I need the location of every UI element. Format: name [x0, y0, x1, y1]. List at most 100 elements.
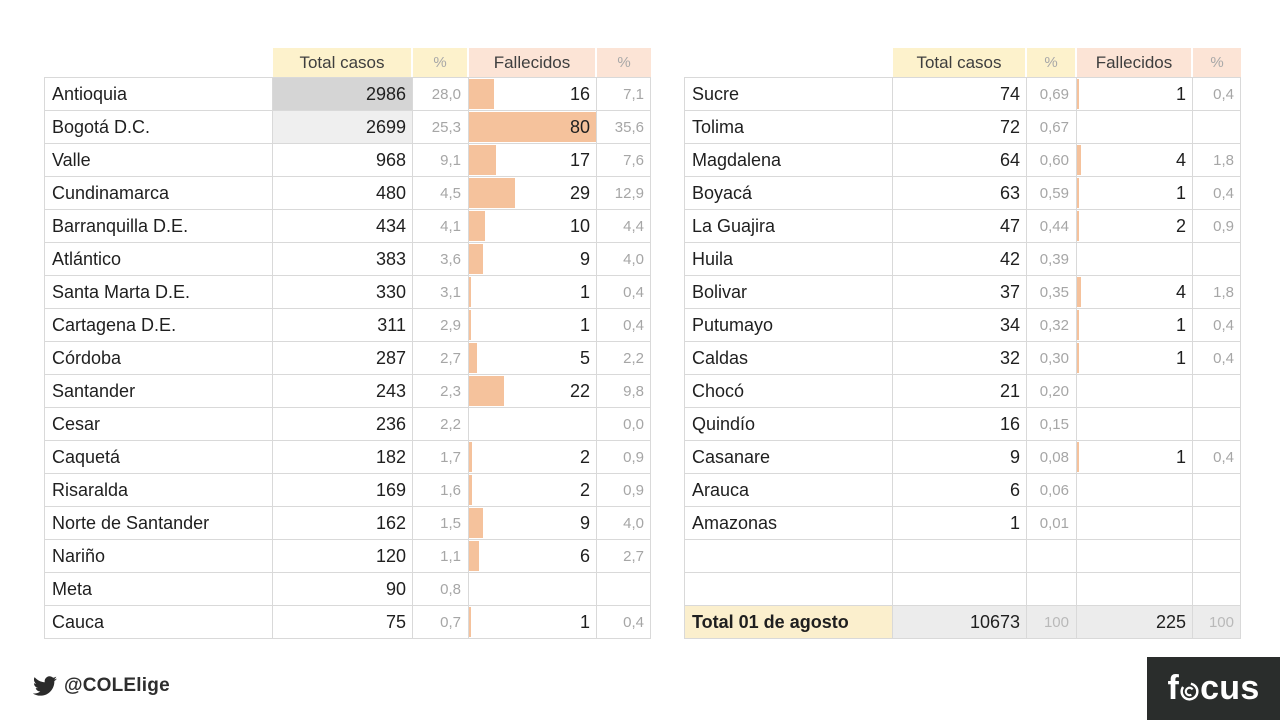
total-cases-header: Total casos [273, 48, 413, 77]
deaths-cell: 29 [469, 177, 597, 210]
deaths-cell [469, 408, 597, 441]
deaths-pct-header: % [597, 48, 651, 77]
deaths-cell [1077, 573, 1193, 606]
deaths-cell: 17 [469, 144, 597, 177]
total-pct-cell: 0,20 [1027, 375, 1077, 408]
table-row: Putumayo 34 0,32 1 0,4 [685, 309, 1241, 342]
department-name: Córdoba [45, 342, 273, 375]
deaths-pct-cell [1193, 507, 1241, 540]
department-name: La Guajira [685, 210, 893, 243]
department-name: Sucre [685, 78, 893, 111]
deaths-data-bar [469, 211, 485, 241]
total-cases-cell: 10673 [893, 606, 1027, 639]
total-pct-cell: 0,67 [1027, 111, 1077, 144]
corner-header-cell [45, 48, 273, 77]
total-cases-cell: 434 [273, 210, 413, 243]
total-pct-cell: 100 [1027, 606, 1077, 639]
total-cases-cell: 21 [893, 375, 1027, 408]
total-pct-cell: 1,5 [413, 507, 469, 540]
deaths-cell: 9 [469, 243, 597, 276]
total-pct-cell: 0,69 [1027, 78, 1077, 111]
total-pct-cell: 0,06 [1027, 474, 1077, 507]
deaths-cell: 10 [469, 210, 597, 243]
deaths-pct-cell [597, 573, 651, 606]
department-name: Bolivar [685, 276, 893, 309]
department-name: Chocó [685, 375, 893, 408]
deaths-data-bar [1077, 277, 1081, 307]
department-name: Putumayo [685, 309, 893, 342]
spiral-o-icon [1179, 675, 1200, 702]
deaths-pct-cell: 0,9 [597, 474, 651, 507]
deaths-cell [1077, 111, 1193, 144]
total-cases-cell: 182 [273, 441, 413, 474]
deaths-cell: 80 [469, 111, 597, 144]
deaths-pct-cell: 0,4 [1193, 342, 1241, 375]
total-pct-cell: 0,08 [1027, 441, 1077, 474]
deaths-data-bar [1077, 310, 1079, 340]
total-cases-cell: 6 [893, 474, 1027, 507]
department-name: Nariño [45, 540, 273, 573]
deaths-pct-cell: 1,8 [1193, 276, 1241, 309]
deaths-data-bar [469, 112, 596, 142]
deaths-data-bar [469, 343, 477, 373]
deaths-cell [1077, 375, 1193, 408]
deaths-cell: 1 [469, 606, 597, 639]
total-cases-cell: 16 [893, 408, 1027, 441]
deaths-pct-cell [1193, 243, 1241, 276]
focus-logo-text: f cus [1167, 669, 1259, 708]
department-name: Huila [685, 243, 893, 276]
deaths-pct-cell: 7,1 [597, 78, 651, 111]
twitter-icon [33, 674, 57, 698]
table-row [685, 573, 1241, 606]
table-body: Sucre 74 0,69 1 0,4 Tolima 72 0,67 Magda… [684, 77, 1241, 639]
deaths-cell [1077, 474, 1193, 507]
table-row: Santander 243 2,3 22 9,8 [45, 375, 651, 408]
deaths-pct-cell: 0,4 [1193, 177, 1241, 210]
total-pct-cell: 1,6 [413, 474, 469, 507]
deaths-pct-cell: 0,4 [597, 276, 651, 309]
department-name: Santander [45, 375, 273, 408]
total-cases-cell: 75 [273, 606, 413, 639]
total-pct-cell: 4,5 [413, 177, 469, 210]
deaths-pct-cell [1193, 573, 1241, 606]
table-row: Amazonas 1 0,01 [685, 507, 1241, 540]
department-name: Valle [45, 144, 273, 177]
deaths-data-bar [469, 508, 484, 538]
table-row: Cauca 75 0,7 1 0,4 [45, 606, 651, 639]
deaths-pct-header: % [1193, 48, 1241, 77]
table-row: Casanare 9 0,08 1 0,4 [685, 441, 1241, 474]
deaths-cell: 4 [1077, 144, 1193, 177]
total-cases-cell: 330 [273, 276, 413, 309]
department-name: Bogotá D.C. [45, 111, 273, 144]
total-cases-cell: 243 [273, 375, 413, 408]
deaths-data-bar [469, 442, 473, 472]
table-row: Quindío 16 0,15 [685, 408, 1241, 441]
deaths-data-bar [1077, 79, 1079, 109]
total-cases-cell: 2699 [273, 111, 413, 144]
deaths-pct-cell: 2,2 [597, 342, 651, 375]
deaths-pct-cell: 0,4 [597, 606, 651, 639]
twitter-attribution: @COLElige [33, 674, 170, 698]
table-row: Córdoba 287 2,7 5 2,2 [45, 342, 651, 375]
deaths-pct-cell: 4,4 [597, 210, 651, 243]
department-name: Norte de Santander [45, 507, 273, 540]
department-name: Barranquilla D.E. [45, 210, 273, 243]
deaths-pct-cell: 0,9 [597, 441, 651, 474]
department-name: Arauca [685, 474, 893, 507]
table-row: Total 01 de agosto 10673 100 225 100 [685, 606, 1241, 639]
department-name: Boyacá [685, 177, 893, 210]
deaths-data-bar [1077, 343, 1079, 373]
total-cases-cell: 2986 [273, 78, 413, 111]
deaths-cell: 1 [1077, 177, 1193, 210]
total-pct-cell: 1,1 [413, 540, 469, 573]
deaths-data-bar [469, 244, 484, 274]
table-row: Cartagena D.E. 311 2,9 1 0,4 [45, 309, 651, 342]
deaths-cell: 4 [1077, 276, 1193, 309]
department-name: Meta [45, 573, 273, 606]
total-cases-cell: 311 [273, 309, 413, 342]
table-row: Santa Marta D.E. 330 3,1 1 0,4 [45, 276, 651, 309]
department-name: Cartagena D.E. [45, 309, 273, 342]
total-cases-cell: 968 [273, 144, 413, 177]
total-pct-cell: 2,3 [413, 375, 469, 408]
deaths-pct-cell: 35,6 [597, 111, 651, 144]
